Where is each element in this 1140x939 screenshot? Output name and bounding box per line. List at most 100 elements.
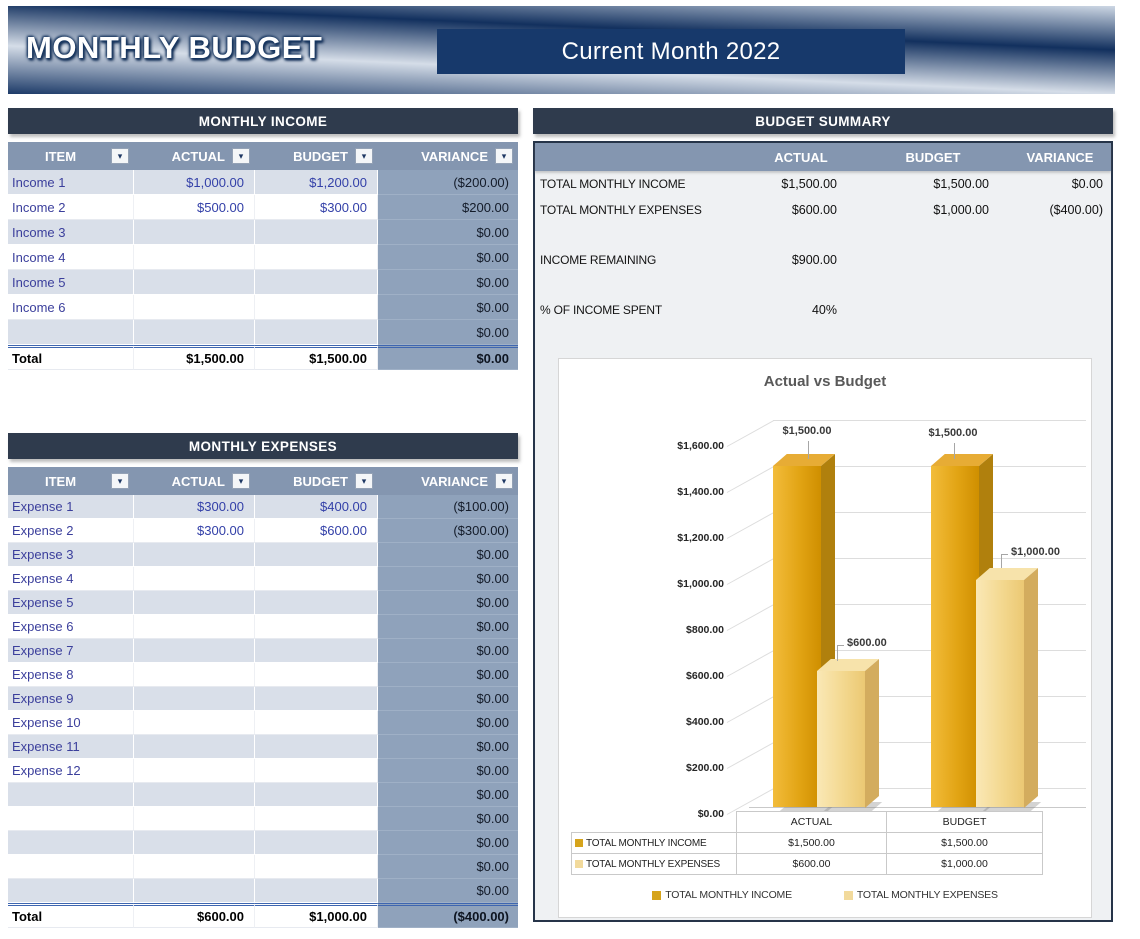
actual-cell[interactable] bbox=[134, 855, 255, 879]
actual-cell[interactable] bbox=[134, 879, 255, 903]
budget-cell[interactable] bbox=[255, 245, 378, 270]
variance-cell[interactable]: $0.00 bbox=[378, 320, 518, 345]
variance-cell[interactable]: ($300.00) bbox=[378, 519, 518, 543]
actual-cell[interactable] bbox=[134, 220, 255, 245]
column-header-actual[interactable]: ACTUAL ▾ bbox=[134, 142, 255, 170]
item-cell[interactable]: Income 4 bbox=[8, 245, 134, 270]
variance-cell[interactable]: $0.00 bbox=[378, 711, 518, 735]
variance-cell[interactable]: $0.00 bbox=[378, 567, 518, 591]
item-cell[interactable]: Expense 12 bbox=[8, 759, 134, 783]
actual-cell[interactable] bbox=[134, 245, 255, 270]
variance-cell[interactable]: $0.00 bbox=[378, 759, 518, 783]
actual-cell[interactable] bbox=[134, 783, 255, 807]
filter-dropdown-button[interactable]: ▾ bbox=[111, 148, 129, 164]
budget-cell[interactable] bbox=[255, 320, 378, 345]
filter-dropdown-button[interactable]: ▾ bbox=[111, 473, 129, 489]
actual-cell[interactable] bbox=[134, 759, 255, 783]
filter-dropdown-button[interactable]: ▾ bbox=[495, 148, 513, 164]
item-cell[interactable]: Expense 11 bbox=[8, 735, 134, 759]
budget-cell[interactable] bbox=[255, 543, 378, 567]
actual-cell[interactable] bbox=[134, 615, 255, 639]
budget-cell[interactable] bbox=[255, 591, 378, 615]
budget-cell[interactable]: $400.00 bbox=[255, 495, 378, 519]
item-cell[interactable] bbox=[8, 831, 134, 855]
variance-cell[interactable]: $0.00 bbox=[378, 270, 518, 295]
budget-cell[interactable] bbox=[255, 270, 378, 295]
budget-cell[interactable] bbox=[255, 879, 378, 903]
column-header-budget[interactable]: BUDGET ▾ bbox=[255, 467, 378, 495]
item-cell[interactable]: Income 6 bbox=[8, 295, 134, 320]
actual-cell[interactable]: $1,000.00 bbox=[134, 170, 255, 195]
variance-cell[interactable]: $0.00 bbox=[378, 879, 518, 903]
variance-cell[interactable]: $0.00 bbox=[378, 591, 518, 615]
item-cell[interactable]: Expense 1 bbox=[8, 495, 134, 519]
variance-cell[interactable]: $0.00 bbox=[378, 543, 518, 567]
item-cell[interactable]: Income 1 bbox=[8, 170, 134, 195]
variance-cell[interactable]: $0.00 bbox=[378, 220, 518, 245]
actual-cell[interactable] bbox=[134, 807, 255, 831]
filter-dropdown-button[interactable]: ▾ bbox=[495, 473, 513, 489]
item-cell[interactable]: Expense 8 bbox=[8, 663, 134, 687]
item-cell[interactable]: Expense 3 bbox=[8, 543, 134, 567]
budget-cell[interactable] bbox=[255, 831, 378, 855]
budget-cell[interactable] bbox=[255, 295, 378, 320]
actual-cell[interactable] bbox=[134, 591, 255, 615]
item-cell[interactable]: Expense 6 bbox=[8, 615, 134, 639]
variance-cell[interactable]: $0.00 bbox=[378, 615, 518, 639]
item-cell[interactable]: Income 2 bbox=[8, 195, 134, 220]
item-cell[interactable]: Expense 10 bbox=[8, 711, 134, 735]
budget-cell[interactable]: $600.00 bbox=[255, 519, 378, 543]
column-header-budget[interactable]: BUDGET ▾ bbox=[255, 142, 378, 170]
variance-cell[interactable]: ($200.00) bbox=[378, 170, 518, 195]
item-cell[interactable]: Expense 9 bbox=[8, 687, 134, 711]
actual-cell[interactable] bbox=[134, 543, 255, 567]
actual-cell[interactable] bbox=[134, 831, 255, 855]
column-header-item[interactable]: ITEM ▾ bbox=[8, 467, 134, 495]
budget-cell[interactable] bbox=[255, 687, 378, 711]
actual-cell[interactable] bbox=[134, 639, 255, 663]
actual-cell[interactable] bbox=[134, 567, 255, 591]
budget-cell[interactable] bbox=[255, 711, 378, 735]
variance-cell[interactable]: $0.00 bbox=[378, 687, 518, 711]
variance-cell[interactable]: $0.00 bbox=[378, 295, 518, 320]
actual-cell[interactable]: $300.00 bbox=[134, 519, 255, 543]
budget-cell[interactable] bbox=[255, 567, 378, 591]
item-cell[interactable]: Expense 7 bbox=[8, 639, 134, 663]
variance-cell[interactable]: ($100.00) bbox=[378, 495, 518, 519]
budget-cell[interactable] bbox=[255, 615, 378, 639]
filter-dropdown-button[interactable]: ▾ bbox=[355, 148, 373, 164]
budget-cell[interactable] bbox=[255, 735, 378, 759]
budget-cell[interactable] bbox=[255, 807, 378, 831]
actual-cell[interactable] bbox=[134, 270, 255, 295]
actual-cell[interactable]: $300.00 bbox=[134, 495, 255, 519]
column-header-variance[interactable]: VARIANCE ▾ bbox=[378, 142, 518, 170]
variance-cell[interactable]: $0.00 bbox=[378, 735, 518, 759]
item-cell[interactable] bbox=[8, 807, 134, 831]
variance-cell[interactable]: $200.00 bbox=[378, 195, 518, 220]
actual-cell[interactable]: $500.00 bbox=[134, 195, 255, 220]
variance-cell[interactable]: $0.00 bbox=[378, 855, 518, 879]
column-header-actual[interactable]: ACTUAL ▾ bbox=[134, 467, 255, 495]
actual-cell[interactable] bbox=[134, 735, 255, 759]
actual-cell[interactable] bbox=[134, 320, 255, 345]
filter-dropdown-button[interactable]: ▾ bbox=[232, 473, 250, 489]
actual-cell[interactable] bbox=[134, 295, 255, 320]
variance-cell[interactable]: $0.00 bbox=[378, 663, 518, 687]
item-cell[interactable]: Expense 5 bbox=[8, 591, 134, 615]
filter-dropdown-button[interactable]: ▾ bbox=[355, 473, 373, 489]
variance-cell[interactable]: $0.00 bbox=[378, 639, 518, 663]
item-cell[interactable] bbox=[8, 879, 134, 903]
item-cell[interactable]: Expense 2 bbox=[8, 519, 134, 543]
item-cell[interactable] bbox=[8, 855, 134, 879]
item-cell[interactable]: Income 5 bbox=[8, 270, 134, 295]
budget-cell[interactable] bbox=[255, 759, 378, 783]
item-cell[interactable]: Expense 4 bbox=[8, 567, 134, 591]
budget-cell[interactable] bbox=[255, 855, 378, 879]
variance-cell[interactable]: $0.00 bbox=[378, 245, 518, 270]
column-header-variance[interactable]: VARIANCE ▾ bbox=[378, 467, 518, 495]
budget-cell[interactable] bbox=[255, 639, 378, 663]
variance-cell[interactable]: $0.00 bbox=[378, 831, 518, 855]
item-cell[interactable] bbox=[8, 783, 134, 807]
budget-cell[interactable] bbox=[255, 220, 378, 245]
budget-cell[interactable]: $300.00 bbox=[255, 195, 378, 220]
